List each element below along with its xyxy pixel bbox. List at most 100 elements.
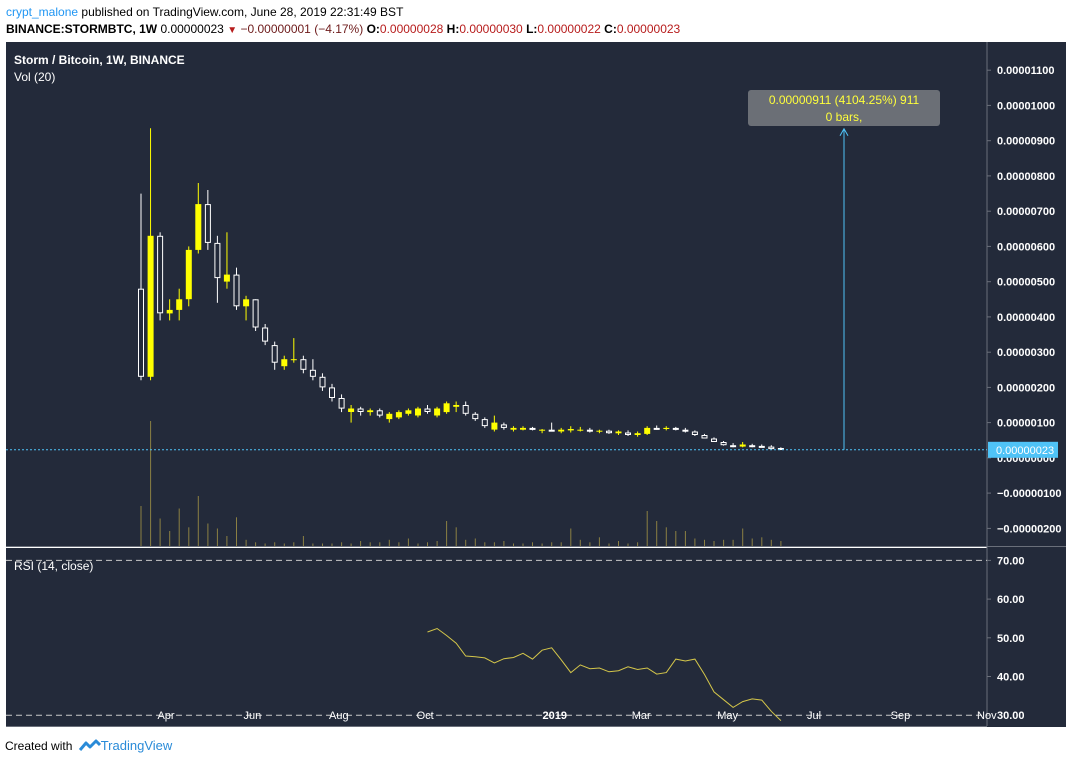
candle-body-up	[558, 429, 565, 432]
price-axis-label: 0.00000200	[997, 382, 1055, 394]
candle-body-up	[367, 410, 374, 413]
volume-bar	[713, 541, 715, 546]
candle-body-down	[691, 431, 698, 435]
candle-body-down	[262, 327, 269, 342]
last-price-tag	[988, 441, 1058, 458]
volume-bar	[427, 542, 428, 547]
candle-body-up	[395, 412, 402, 418]
rsi-pane-bg[interactable]	[6, 548, 987, 726]
candle-body-down	[500, 424, 507, 428]
rsi-axis-label: 40.00	[997, 672, 1025, 684]
candle-body-up	[415, 408, 421, 416]
price-change: −0.00000001 (−4.17%)	[240, 22, 364, 36]
candle-body-up	[147, 235, 154, 377]
time-axis-label: Jul	[807, 710, 821, 722]
author-link[interactable]: crypt_malone	[6, 5, 79, 19]
time-axis-label: 2019	[543, 710, 567, 722]
candle-body-down	[768, 446, 775, 450]
volume-bar	[474, 538, 476, 546]
candle-body-up	[166, 309, 173, 314]
close-value: 0.00000023	[616, 22, 681, 36]
volume-bar	[484, 542, 486, 547]
volume-bar	[522, 543, 524, 546]
volume-bar	[694, 538, 696, 546]
price-axis-label: 0.00000900	[997, 136, 1055, 148]
volume-bar	[646, 511, 648, 546]
candle-body-up	[243, 299, 250, 307]
candle-body-down	[625, 432, 631, 435]
volume-bar	[197, 496, 199, 546]
price-axis[interactable]: 0.00001100 0.00001000 0.00000900 0.00000800…	[987, 65, 1062, 535]
price-axis-label: 0.00000500	[997, 277, 1055, 289]
chart-container[interactable]: 0.00000911 (4104.25%) 911 0 bars, Storm …	[6, 42, 1066, 727]
volume-bar	[551, 542, 553, 547]
candle-body-down	[376, 410, 383, 416]
volume-bar	[503, 541, 505, 546]
pane-title: Storm / Bitcoin, 1W, BINANCE	[14, 53, 185, 67]
volume-bar	[255, 542, 257, 547]
candle-body-down	[252, 299, 259, 328]
candle-body-down	[653, 427, 660, 430]
time-axis-label: May	[717, 710, 738, 722]
volume-bar	[541, 543, 543, 546]
volume-bar	[188, 527, 190, 547]
candle-body-up	[510, 427, 517, 430]
low-label: L:	[526, 22, 538, 36]
volume-bar	[302, 536, 304, 546]
candle-body-up	[663, 427, 670, 429]
volume-bar	[589, 542, 591, 547]
rsi-axis-label: 70.00	[997, 555, 1025, 567]
candle-body-up	[539, 429, 546, 431]
candle-body-up	[739, 444, 746, 447]
candle-body-down	[138, 288, 144, 377]
volume-bar	[207, 523, 209, 546]
price-axis-bg[interactable]	[987, 42, 1066, 727]
candle-body-up	[348, 408, 355, 412]
volume-bar	[627, 543, 629, 546]
volume-bar	[780, 541, 782, 546]
candle-body-up	[405, 410, 412, 414]
candle-body-up	[386, 413, 393, 420]
candle-body-down	[672, 427, 679, 430]
candle-body-up	[434, 408, 441, 416]
volume-bar	[770, 539, 772, 547]
candle-body-down	[730, 445, 737, 448]
volume-bar	[742, 528, 744, 546]
candle-body-down	[586, 429, 593, 432]
volume-bar	[598, 537, 600, 547]
volume-bar	[369, 542, 371, 547]
candle-body-up	[281, 359, 288, 367]
candle-layer	[138, 128, 784, 451]
volume-bar	[465, 539, 467, 547]
tradingview-link[interactable]: TradingView	[100, 738, 173, 753]
candle-body-up	[453, 405, 460, 407]
candle-body-up	[596, 430, 603, 432]
volume-bar	[293, 542, 295, 547]
volume-bar	[312, 543, 314, 546]
volume-bar	[398, 542, 400, 547]
time-axis-label: Apr	[157, 710, 174, 722]
rsi-axis[interactable]: 70.00 60.00 50.00 40.00 30.00	[987, 555, 1025, 722]
volume-bar	[341, 542, 343, 547]
time-axis[interactable]: Apr Jun Aug Oct 2019 Mar May Jul Sep Nov	[157, 710, 997, 722]
time-axis-label: Jun	[244, 710, 262, 722]
candle-body-down	[233, 274, 240, 307]
price-axis-label: 0.00000300	[997, 347, 1055, 359]
chart-svg[interactable]: 0.00000911 (4104.25%) 911 0 bars, Storm …	[6, 42, 1066, 727]
candle-body-down	[424, 408, 431, 412]
volume-bar	[637, 542, 639, 547]
time-axis-label: Nov	[977, 710, 997, 722]
volume-bar	[236, 517, 237, 547]
candle-body-up	[176, 299, 183, 310]
price-axis-label: 0.00000700	[997, 206, 1055, 218]
candle-body-down	[309, 369, 316, 377]
volume-bar	[283, 543, 285, 546]
candle-body-down	[357, 408, 364, 412]
volume-bar	[379, 542, 381, 547]
volume-bar	[417, 543, 419, 546]
symbol-label: BINANCE:STORMBTC, 1W	[6, 22, 158, 36]
volume-bar	[579, 539, 581, 547]
candle-body-down	[682, 429, 689, 432]
candle-body-down	[529, 427, 536, 430]
volume-bar	[264, 543, 266, 546]
